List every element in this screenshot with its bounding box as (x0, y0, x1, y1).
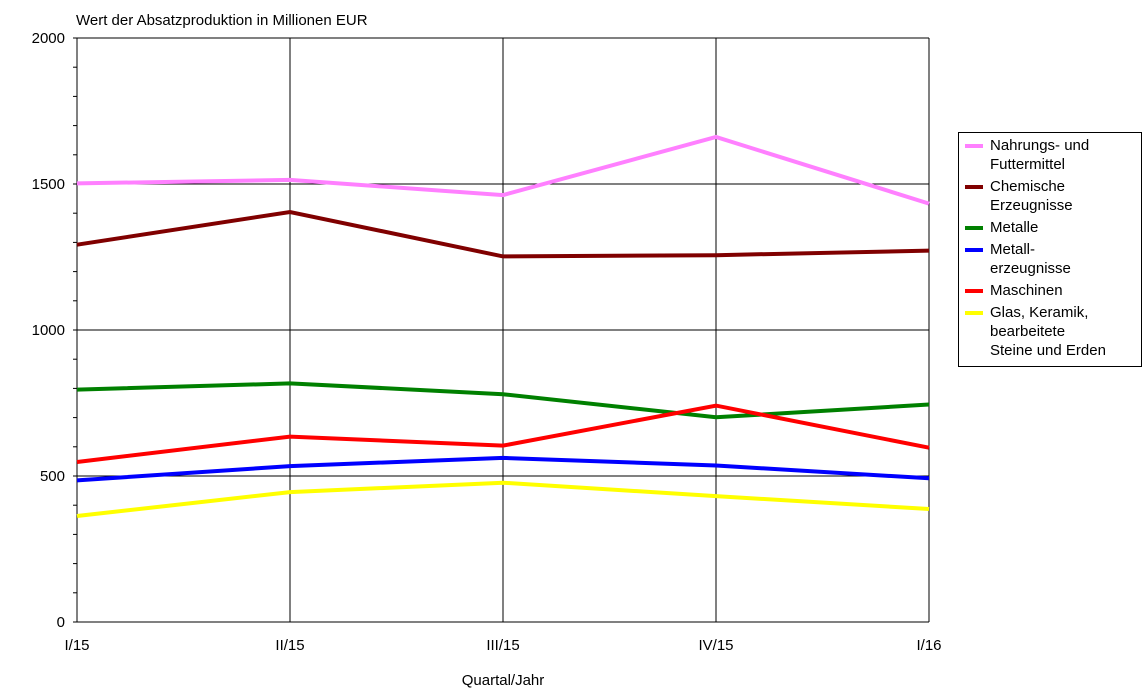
y-tick-label: 1000 (32, 322, 65, 339)
legend-swatch (965, 185, 983, 189)
chart-title: Wert der Absatzproduktion in Millionen E… (76, 12, 368, 29)
grid-lines (76, 37, 930, 623)
legend-swatch (965, 289, 983, 293)
y-tick-label: 500 (40, 468, 65, 485)
legend-label: Maschinen (990, 282, 1063, 299)
chart-legend: Nahrungs- und Futtermittel Chemische Erze… (958, 132, 1142, 367)
legend-item: Metall- erzeugnisse (959, 240, 1141, 278)
legend-swatch (965, 226, 983, 230)
series-line-6 (76, 480, 930, 518)
legend-label: Glas, Keramik, bearbeitete Steine und Er… (990, 304, 1106, 359)
x-axis-label: Quartal/Jahr (462, 672, 545, 689)
legend-item: Nahrungs- und Futtermittel (959, 136, 1141, 174)
x-tick-label: II/15 (275, 637, 304, 654)
legend-label: Nahrungs- und Futtermittel (990, 137, 1090, 173)
series-line-4 (76, 455, 930, 483)
legend-item: Maschinen (959, 281, 1141, 300)
series-line-5 (76, 403, 930, 464)
y-tick-label: 2000 (32, 30, 65, 47)
series-line-3 (76, 381, 930, 420)
x-tick-label: IV/15 (698, 637, 733, 654)
legend-swatch (965, 311, 983, 315)
series-line-2 (76, 209, 930, 259)
y-tick-label: 0 (57, 614, 65, 631)
series-lines (76, 134, 930, 518)
axes (73, 37, 929, 623)
legend-item: Chemische Erzeugnisse (959, 177, 1141, 215)
legend-item: Glas, Keramik, bearbeitete Steine und Er… (959, 303, 1141, 360)
series-line-1 (76, 134, 930, 206)
y-tick-label: 1500 (32, 176, 65, 193)
legend-label: Chemische Erzeugnisse (990, 178, 1073, 214)
legend-item: Metalle (959, 218, 1141, 237)
legend-swatch (965, 144, 983, 148)
x-tick-label: I/16 (916, 637, 941, 654)
x-tick-label: I/15 (64, 637, 89, 654)
legend-swatch (965, 248, 983, 252)
legend-label: Metall- erzeugnisse (990, 241, 1071, 277)
legend-label: Metalle (990, 219, 1039, 236)
x-tick-label: III/15 (486, 637, 519, 654)
tick-labels: 0 500 1000 1500 2000 I/15 II/15 III/15 IV/15 I/16 (32, 30, 942, 654)
